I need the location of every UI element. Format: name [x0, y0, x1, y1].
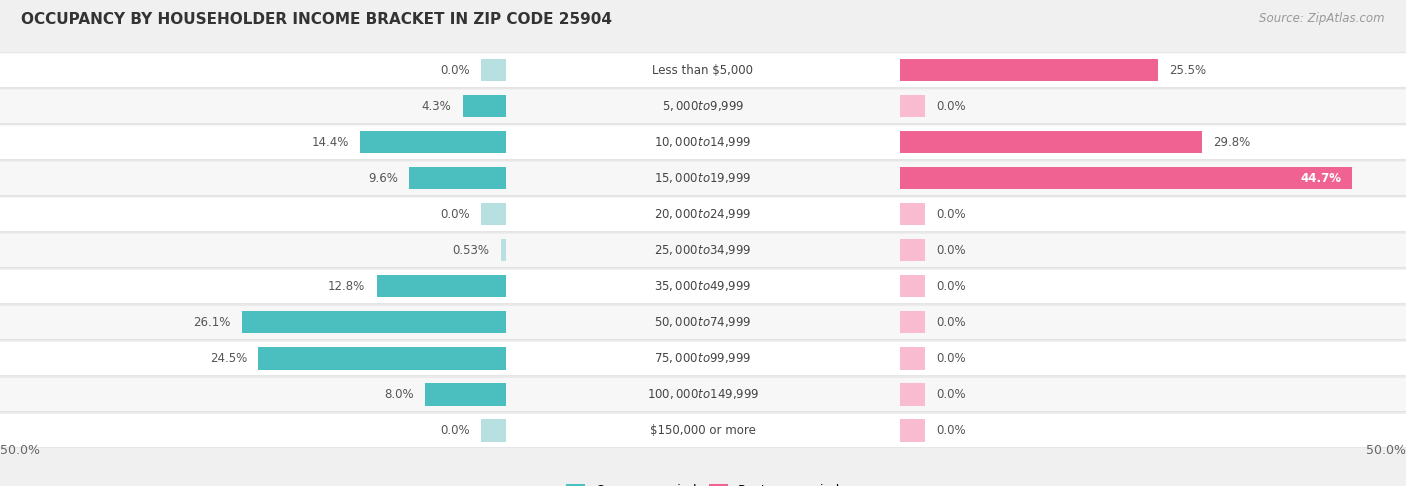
Text: 44.7%: 44.7%: [1301, 172, 1341, 185]
FancyBboxPatch shape: [0, 161, 1406, 195]
Text: Less than $5,000: Less than $5,000: [652, 64, 754, 77]
Bar: [463, 95, 506, 118]
FancyBboxPatch shape: [0, 413, 1406, 448]
Text: 0.0%: 0.0%: [936, 388, 966, 401]
Bar: [377, 275, 506, 297]
Legend: Owner-occupied, Renter-occupied: Owner-occupied, Renter-occupied: [561, 479, 845, 486]
Text: 14.4%: 14.4%: [312, 136, 349, 149]
Bar: [900, 95, 925, 118]
Bar: [425, 383, 506, 405]
Text: 12.8%: 12.8%: [328, 280, 366, 293]
FancyBboxPatch shape: [0, 197, 1406, 231]
Bar: [481, 203, 506, 226]
Text: 0.0%: 0.0%: [440, 424, 470, 437]
Text: 50.0%: 50.0%: [1367, 444, 1406, 457]
Text: $20,000 to $24,999: $20,000 to $24,999: [654, 207, 752, 221]
Text: $10,000 to $14,999: $10,000 to $14,999: [654, 135, 752, 149]
Text: Source: ZipAtlas.com: Source: ZipAtlas.com: [1260, 12, 1385, 25]
Bar: [900, 275, 925, 297]
Bar: [900, 383, 925, 405]
Text: $35,000 to $49,999: $35,000 to $49,999: [654, 279, 752, 294]
FancyBboxPatch shape: [0, 305, 1406, 340]
Text: $50,000 to $74,999: $50,000 to $74,999: [654, 315, 752, 330]
Text: 0.0%: 0.0%: [936, 352, 966, 365]
Text: $15,000 to $19,999: $15,000 to $19,999: [654, 171, 752, 185]
Bar: [900, 347, 925, 369]
Text: 9.6%: 9.6%: [368, 172, 398, 185]
Bar: [409, 167, 506, 190]
Text: 29.8%: 29.8%: [1213, 136, 1250, 149]
Text: 0.0%: 0.0%: [440, 64, 470, 77]
Bar: [242, 311, 506, 333]
Text: $25,000 to $34,999: $25,000 to $34,999: [654, 243, 752, 257]
Text: OCCUPANCY BY HOUSEHOLDER INCOME BRACKET IN ZIP CODE 25904: OCCUPANCY BY HOUSEHOLDER INCOME BRACKET …: [21, 12, 612, 27]
Text: $150,000 or more: $150,000 or more: [650, 424, 756, 437]
FancyBboxPatch shape: [0, 53, 1406, 87]
Bar: [900, 311, 925, 333]
Text: 0.0%: 0.0%: [936, 424, 966, 437]
Text: 50.0%: 50.0%: [0, 444, 39, 457]
Bar: [501, 239, 506, 261]
Text: 0.0%: 0.0%: [936, 100, 966, 113]
FancyBboxPatch shape: [0, 377, 1406, 412]
Text: 0.0%: 0.0%: [936, 208, 966, 221]
Text: 0.0%: 0.0%: [440, 208, 470, 221]
Bar: [259, 347, 506, 369]
Text: $100,000 to $149,999: $100,000 to $149,999: [647, 387, 759, 401]
Bar: [481, 419, 506, 442]
Text: 24.5%: 24.5%: [209, 352, 247, 365]
Bar: [900, 203, 925, 226]
FancyBboxPatch shape: [0, 233, 1406, 268]
Bar: [360, 131, 506, 154]
Bar: [900, 59, 1159, 81]
Text: 0.0%: 0.0%: [936, 280, 966, 293]
Text: 25.5%: 25.5%: [1170, 64, 1206, 77]
Text: 26.1%: 26.1%: [193, 316, 231, 329]
Text: 0.0%: 0.0%: [936, 316, 966, 329]
FancyBboxPatch shape: [0, 89, 1406, 123]
Text: 4.3%: 4.3%: [422, 100, 451, 113]
Text: 8.0%: 8.0%: [384, 388, 413, 401]
Text: 0.0%: 0.0%: [936, 244, 966, 257]
FancyBboxPatch shape: [0, 341, 1406, 376]
Bar: [900, 419, 925, 442]
Bar: [481, 59, 506, 81]
Bar: [900, 131, 1202, 154]
Text: $75,000 to $99,999: $75,000 to $99,999: [654, 351, 752, 365]
FancyBboxPatch shape: [0, 269, 1406, 304]
FancyBboxPatch shape: [0, 125, 1406, 159]
Bar: [900, 239, 925, 261]
Bar: [900, 167, 1353, 190]
Text: 0.53%: 0.53%: [453, 244, 489, 257]
Text: $5,000 to $9,999: $5,000 to $9,999: [662, 99, 744, 113]
